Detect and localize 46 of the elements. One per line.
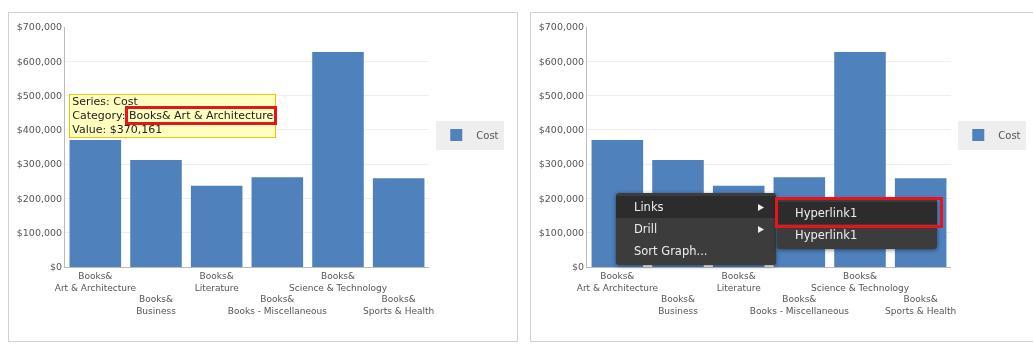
y-tick-label: $600,000 (538, 55, 585, 67)
y-tick-label: $300,000 (16, 158, 63, 170)
annotation: Value: $370,161 (72, 123, 164, 138)
bar (312, 52, 364, 267)
x-tick-label: Books& Science & Technology (288, 270, 388, 293)
bar (190, 185, 243, 267)
x-tick-label: Books& Science & Technology (810, 270, 910, 293)
y-tick-label: $600,000 (16, 55, 63, 67)
tooltip: Series: Cost Category: Books& Art & Architecture Value: $370,161 (69, 94, 277, 139)
x-tick-label: Books& Sports & Health (885, 294, 957, 316)
annotation: Series: Cost (72, 95, 139, 110)
x-tick-label: Books& Books - Miscellaneous (227, 294, 328, 316)
y-tick-label: $700,000 (16, 21, 63, 33)
y-tick-label: $500,000 (538, 89, 585, 101)
y-tick-label: $400,000 (538, 124, 585, 136)
annotation: Category: Books& Art & Architecture (72, 109, 274, 123)
y-tick-label: $500,000 (16, 89, 63, 101)
y-tick-label: $300,000 (538, 158, 585, 170)
x-tick-label: Books& Business (658, 294, 699, 316)
bar (372, 178, 425, 267)
y-tick-label: $200,000 (16, 192, 63, 204)
annotation: Hyperlink1 (795, 206, 858, 220)
y-tick-label: $700,000 (538, 21, 585, 33)
annotation: Hyperlink1 (795, 228, 858, 242)
annotation: Sort Graph... (634, 244, 708, 258)
bar (69, 140, 122, 267)
annotation: Drill (634, 222, 658, 236)
y-tick-label: $100,000 (16, 227, 63, 239)
y-tick-label: $100,000 (538, 227, 585, 239)
x-tick-label: Books& Literature (716, 270, 762, 293)
bar (251, 177, 304, 267)
x-tick-label: Books& Sports & Health (363, 294, 435, 316)
x-tick-label: Books& Business (136, 294, 177, 316)
y-tick-label: $0 (572, 261, 585, 273)
y-tick-label: $0 (50, 261, 63, 273)
y-tick-label: $400,000 (16, 124, 63, 136)
y-tick-label: $200,000 (538, 192, 585, 204)
context-menu: Links Drill Sort Graph... (616, 193, 776, 265)
x-tick-label: Books& Art & Architecture (54, 270, 137, 293)
legend-label: Cost (476, 129, 499, 141)
x-tick-label: Books& Books - Miscellaneous (749, 294, 850, 316)
x-tick-label: Books& Art & Architecture (576, 270, 659, 293)
legend-label: Cost (998, 129, 1021, 141)
bar (130, 160, 182, 267)
x-tick-label: Books& Literature (194, 270, 240, 293)
annotation: Links (634, 200, 664, 214)
